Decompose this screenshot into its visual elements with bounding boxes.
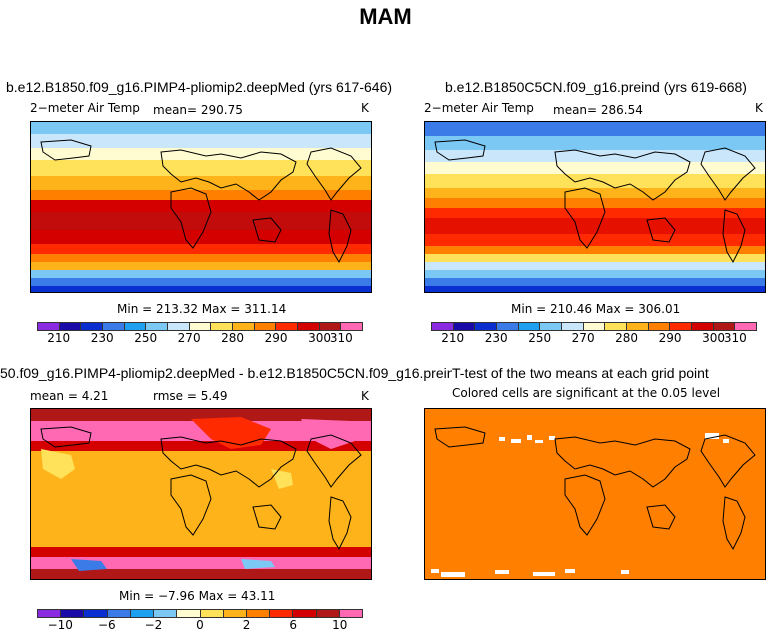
colorbar-swatch (154, 610, 178, 617)
colorbar-tick-label: 270 (571, 331, 595, 345)
colorbar-tick-label: 280 (615, 331, 639, 345)
colorbar-tick-label: 2 (242, 618, 251, 632)
colorbar-swatch (453, 323, 476, 330)
minmax-label-bottom-left: Min = −7.96 Max = 43.11 (119, 589, 276, 603)
colorbar-swatch (497, 323, 519, 330)
colorbar-tick-label: 10 (332, 618, 348, 632)
colorbar-swatch (59, 323, 82, 330)
panel-title-bottom-left: 50.f09_g16.PIMP4-pliomip2.deepMed - b.e1… (0, 365, 452, 381)
colorbar-swatch (168, 323, 190, 330)
colorbar-swatch (84, 610, 108, 617)
colorbar-tick-label: 280 (221, 331, 245, 345)
colorbar-swatch (177, 610, 201, 617)
colorbar-ticks-top-left: 210 230 250 270 280 290 300 310 (37, 331, 363, 347)
colorbar-swatch (146, 323, 169, 330)
colorbar-swatch (107, 610, 131, 617)
colorbar-swatch (81, 323, 104, 330)
colorbar-swatch (562, 323, 584, 330)
colorbar-swatch (130, 610, 155, 617)
colorbar-swatch (648, 323, 671, 330)
panel-subtitle-bottom-right: Colored cells are significant at the 0.0… (452, 386, 721, 400)
field-label-top-left: 2−meter Air Temp (30, 101, 140, 115)
units-label-top-left: K (361, 101, 369, 115)
colorbar-swatch (38, 323, 60, 330)
colorbar-swatch (270, 610, 294, 617)
colorbar-swatch (735, 323, 757, 330)
colorbar-swatch (246, 610, 271, 617)
colorbar-swatch (276, 323, 299, 330)
colorbar-swatch (298, 323, 320, 330)
colorbar-swatch (627, 323, 649, 330)
colorbar-swatch (103, 323, 125, 330)
colorbar-tick-label: 290 (658, 331, 682, 345)
colorbar-swatch (293, 610, 317, 617)
colorbar-top-right (431, 322, 757, 331)
colorbar-swatch (475, 323, 498, 330)
colorbar-ticks-top-right: 210 230 250 270 280 290 300 310 (431, 331, 757, 347)
figure-title: MAM (359, 4, 412, 29)
minmax-label-top-left: Min = 213.32 Max = 311.14 (117, 302, 287, 316)
colorbar-swatch (540, 323, 563, 330)
colorbar-swatch (583, 323, 606, 330)
colorbar-tick-label: 250 (134, 331, 158, 345)
colorbar-tick-label: 230 (90, 331, 114, 345)
colorbar-ticks-bottom-left: −10 −6 −2 0 2 6 10 (37, 618, 363, 634)
colorbar-swatch (432, 323, 454, 330)
colorbar-swatch (670, 323, 693, 330)
colorbar-swatch (124, 323, 147, 330)
colorbar-tick-label: −10 (47, 618, 73, 632)
colorbar-swatch (233, 323, 255, 330)
rmse-label-bottom-left: rmse = 5.49 (153, 389, 228, 403)
colorbar-tick-label: 0 (196, 618, 204, 632)
units-label-bottom-left: K (361, 389, 369, 403)
mean-label-bottom-left: mean = 4.21 (30, 389, 109, 403)
colorbar-swatch (38, 610, 62, 617)
colorbar-swatch (189, 323, 212, 330)
colorbar-tick-label: 210 (441, 331, 465, 345)
colorbar-swatch (316, 610, 340, 617)
temperature-map-top-right (424, 121, 766, 293)
panel-title-top-right: b.e12.B1850C5CN.f09_g16.preind (yrs 619-… (445, 79, 747, 95)
units-label-top-right: K (755, 101, 763, 115)
colorbar-tick-label: −2 (144, 618, 163, 632)
colorbar-tick-label: 6 (289, 618, 297, 632)
colorbar-tick-label: −6 (97, 618, 116, 632)
colorbar-tick-label: 300 (702, 331, 725, 345)
colorbar-tick-label: 300 (308, 331, 331, 345)
colorbar-swatch (211, 323, 234, 330)
mean-label-top-right: mean= 286.54 (553, 103, 643, 117)
field-label-top-right: 2−meter Air Temp (424, 101, 534, 115)
colorbar-swatch (605, 323, 628, 330)
colorbar-bottom-left (37, 609, 363, 618)
colorbar-tick-label: 250 (528, 331, 552, 345)
temperature-map-top-left (30, 121, 372, 293)
colorbar-tick-label: 270 (177, 331, 201, 345)
colorbar-tick-label: 210 (47, 331, 71, 345)
colorbar-swatch (61, 610, 85, 617)
colorbar-swatch (341, 323, 363, 330)
colorbar-swatch (223, 610, 247, 617)
colorbar-swatch (319, 323, 342, 330)
colorbar-tick-label: 290 (264, 331, 288, 345)
colorbar-tick-label: 310 (329, 331, 353, 345)
colorbar-tick-label: 310 (723, 331, 747, 345)
minmax-label-top-right: Min = 210.46 Max = 306.01 (511, 302, 681, 316)
colorbar-swatch (200, 610, 224, 617)
colorbar-swatch (713, 323, 736, 330)
significance-map-bottom-right (424, 408, 766, 580)
mean-label-top-left: mean= 290.75 (153, 103, 243, 117)
colorbar-tick-label: 230 (484, 331, 508, 345)
panel-title-top-left: b.e12.B1850.f09_g16.PIMP4-pliomip2.deepM… (6, 79, 393, 95)
difference-map-bottom-left (30, 408, 372, 580)
colorbar-swatch (692, 323, 714, 330)
colorbar-top-left (37, 322, 363, 331)
colorbar-swatch (518, 323, 541, 330)
panel-title-bottom-right: T-test of the two means at each grid poi… (452, 365, 709, 381)
colorbar-swatch (254, 323, 277, 330)
colorbar-swatch (339, 610, 363, 617)
